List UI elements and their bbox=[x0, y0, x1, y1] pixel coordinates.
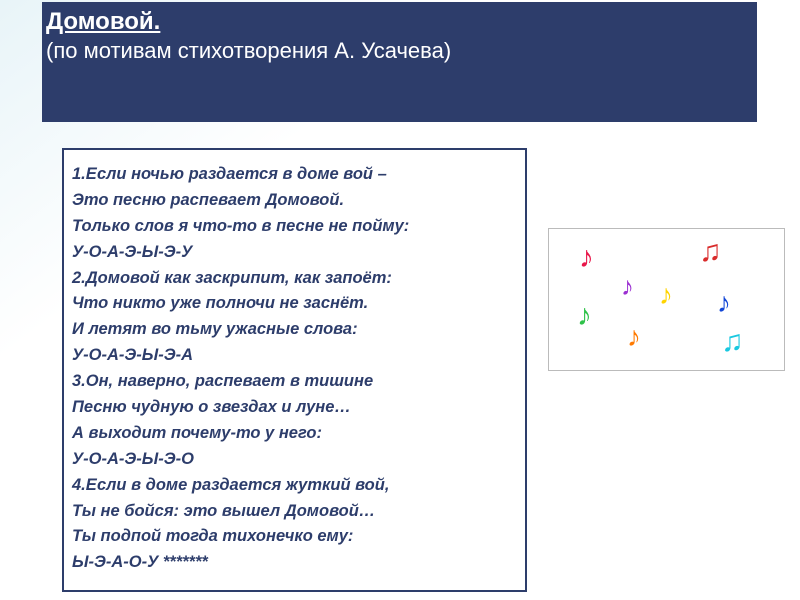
music-note-icon: ♪ bbox=[659, 279, 673, 311]
title-subtitle: (по мотивам стихотворения А. Усачева) bbox=[46, 37, 753, 66]
music-note-icon: ♫ bbox=[699, 235, 722, 269]
poem-line: 4.Если в доме раздается жуткий вой, bbox=[72, 473, 517, 499]
title-main: Домовой. bbox=[46, 8, 753, 37]
poem-line: У-О-А-Э-Ы-Э-У bbox=[72, 240, 517, 266]
poem-line: Песню чудную о звездах и луне… bbox=[72, 395, 517, 421]
music-note-icon: ♪ bbox=[621, 271, 634, 302]
poem-line: 3.Он, наверно, распевает в тишине bbox=[72, 369, 517, 395]
poem-line: А выходит почему-то у него: bbox=[72, 421, 517, 447]
poem-panel: 1.Если ночью раздается в доме вой – Это … bbox=[62, 148, 527, 592]
poem-line: У-О-А-Э-Ы-Э-А bbox=[72, 343, 517, 369]
music-note-icon: ♪ bbox=[579, 241, 594, 275]
music-note-icon: ♪ bbox=[627, 321, 641, 353]
music-note-icon: ♫ bbox=[721, 325, 744, 359]
music-notes-image: ♪ ♫ ♪ ♪ ♪ ♪ ♪ ♫ bbox=[548, 228, 785, 371]
poem-line: Ты не бойся: это вышел Домовой… bbox=[72, 499, 517, 525]
poem-line: У-О-А-Э-Ы-Э-О bbox=[72, 447, 517, 473]
title-panel: Домовой. (по мотивам стихотворения А. Ус… bbox=[42, 2, 757, 122]
music-note-icon: ♪ bbox=[717, 287, 731, 319]
poem-line: Что никто уже полночи не заснёт. bbox=[72, 291, 517, 317]
poem-line: И летят во тьму ужасные слова: bbox=[72, 317, 517, 343]
poem-line: Ы-Э-А-О-У ******* bbox=[72, 550, 517, 576]
poem-line: Только слов я что-то в песне не пойму: bbox=[72, 214, 517, 240]
poem-line: Ты подпой тогда тихонечко ему: bbox=[72, 524, 517, 550]
poem-line: Это песню распевает Домовой. bbox=[72, 188, 517, 214]
poem-line: 2.Домовой как заскрипит, как запоёт: bbox=[72, 266, 517, 292]
music-note-icon: ♪ bbox=[577, 299, 592, 333]
poem-line: 1.Если ночью раздается в доме вой – bbox=[72, 162, 517, 188]
